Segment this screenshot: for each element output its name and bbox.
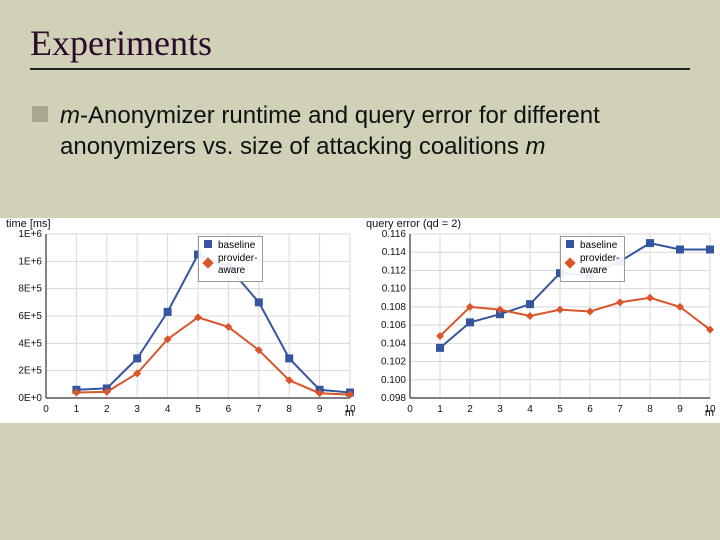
- chart-left-legend: baselineprovider-aware: [198, 236, 263, 282]
- svg-text:6: 6: [226, 404, 232, 415]
- chart-left-xlabel: m: [345, 407, 354, 419]
- svg-text:9: 9: [677, 404, 683, 415]
- svg-text:0.116: 0.116: [382, 229, 407, 240]
- svg-text:2E+5: 2E+5: [18, 366, 42, 377]
- bullet-body: -Anonymizer runtime and query error for …: [60, 102, 600, 160]
- bullet-m-suffix: m: [526, 133, 546, 160]
- svg-text:9: 9: [317, 404, 323, 415]
- svg-text:1E+6: 1E+6: [18, 256, 42, 267]
- svg-text:3: 3: [134, 404, 140, 415]
- svg-text:0E+0: 0E+0: [18, 393, 42, 404]
- svg-text:2: 2: [104, 404, 110, 415]
- svg-text:1E+6: 1E+6: [18, 229, 42, 240]
- svg-text:0.098: 0.098: [381, 393, 406, 404]
- chart-left-svg: 0E+02E+54E+56E+58E+51E+61E+6012345678910: [0, 218, 360, 423]
- chart-right-legend: baselineprovider-aware: [560, 236, 625, 282]
- svg-text:0.112: 0.112: [382, 265, 407, 276]
- chart-right-xlabel: m: [705, 407, 714, 419]
- chart-right-svg: 0.098 0.100 0.102 0.104 0.106 0.108 0.110 0.112…: [360, 218, 720, 423]
- svg-text:0.114: 0.114: [382, 247, 407, 258]
- svg-text:0: 0: [407, 404, 413, 415]
- svg-text:6: 6: [587, 404, 593, 415]
- svg-text:1: 1: [437, 404, 443, 415]
- charts-panel: time [ms] 0E+0 2E+5 4E+5 6E+5 8E+5 1E+6 1E+6 0 1…: [0, 218, 720, 423]
- svg-text:6E+5: 6E+5: [18, 311, 42, 322]
- chart-right-ylabel: query error (qd = 2): [366, 218, 461, 230]
- svg-text:3: 3: [497, 404, 503, 415]
- svg-text:8E+5: 8E+5: [18, 284, 42, 295]
- svg-text:8: 8: [286, 404, 292, 415]
- svg-text:0.110: 0.110: [382, 284, 407, 295]
- svg-text:8: 8: [647, 404, 653, 415]
- chart-left-ylabel: time [ms]: [6, 218, 51, 230]
- svg-text:4: 4: [165, 404, 171, 415]
- svg-text:0: 0: [43, 404, 49, 415]
- svg-text:0.104: 0.104: [381, 338, 406, 349]
- bullet-marker: [32, 106, 48, 122]
- svg-text:7: 7: [617, 404, 623, 415]
- svg-text:1: 1: [74, 404, 80, 415]
- slide-title: Experiments: [30, 22, 212, 64]
- chart-error: query error (qd = 2) 0.098 0.100 0.102 0.10…: [360, 218, 720, 423]
- svg-text:5: 5: [195, 404, 201, 415]
- svg-text:5: 5: [557, 404, 563, 415]
- svg-text:0.100: 0.100: [381, 375, 406, 386]
- svg-text:4E+5: 4E+5: [18, 338, 42, 349]
- svg-text:4: 4: [527, 404, 533, 415]
- svg-text:0.106: 0.106: [381, 320, 406, 331]
- bullet-m-prefix: m: [60, 102, 80, 129]
- chart-runtime: time [ms] 0E+0 2E+5 4E+5 6E+5 8E+5 1E+6 1E+6 0 1…: [0, 218, 360, 423]
- svg-text:7: 7: [256, 404, 262, 415]
- svg-text:0.102: 0.102: [381, 357, 406, 368]
- bullet-text: m-Anonymizer runtime and query error for…: [60, 100, 680, 162]
- title-underline: [30, 68, 690, 70]
- svg-text:0.108: 0.108: [381, 302, 406, 313]
- svg-text:2: 2: [467, 404, 473, 415]
